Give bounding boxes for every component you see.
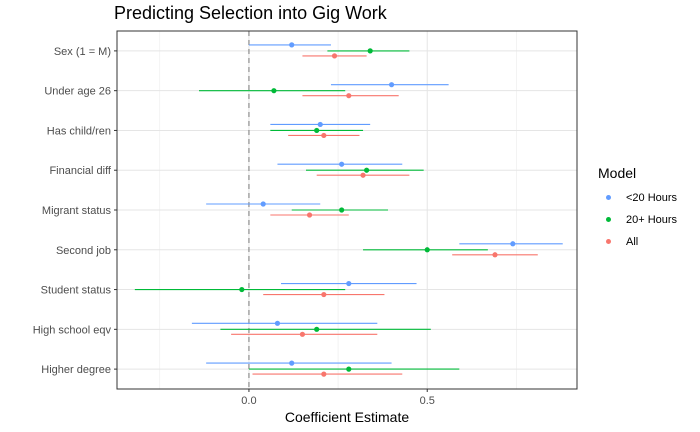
y-tick-label: Sex (1 = M)	[54, 46, 111, 58]
legend-title: Model	[598, 165, 637, 181]
estimate-point	[346, 93, 352, 99]
y-tick-label: Student status	[41, 285, 112, 297]
estimate-point	[306, 212, 313, 218]
legend-item: <20 Hours	[598, 187, 677, 209]
legend-key	[598, 187, 620, 209]
series-1	[134, 48, 488, 372]
estimate-point	[271, 88, 277, 94]
legend-label: All	[626, 236, 639, 248]
x-tick-label: 0.5	[420, 395, 435, 407]
estimate-point	[346, 366, 352, 372]
estimate-point	[314, 326, 320, 332]
estimate-point	[289, 360, 295, 366]
legend-key	[598, 231, 620, 253]
estimate-point	[274, 320, 281, 326]
y-tick-label: Financial diff	[49, 165, 111, 177]
y-tick-label: Has child/ren	[47, 125, 111, 137]
estimate-point	[314, 127, 320, 134]
legend-dot	[606, 217, 611, 222]
y-tick-label: Under age 26	[44, 86, 111, 98]
estimate-point	[239, 286, 245, 293]
x-tick-label: 0.0	[241, 395, 256, 407]
chart-title: Predicting Selection into Gig Work	[114, 3, 387, 23]
estimate-point	[360, 172, 366, 178]
estimate-point	[346, 280, 352, 287]
estimate-point	[510, 241, 516, 247]
x-axis-title: Coefficient Estimate	[285, 409, 409, 425]
legend-label: <20 Hours	[626, 192, 678, 204]
estimate-point	[299, 331, 306, 337]
estimate-point	[260, 201, 266, 207]
estimate-point	[321, 291, 327, 298]
x-axis-tick-labels: 0.0 0.5	[241, 389, 435, 407]
y-tick-label: High school eqv	[33, 324, 112, 336]
estimate-point	[331, 53, 338, 59]
y-tick-label: Second job	[56, 245, 111, 257]
estimate-point	[339, 207, 345, 213]
estimate-point	[492, 252, 498, 258]
estimate-point	[289, 42, 295, 48]
estimate-point	[339, 161, 345, 167]
estimate-point	[424, 247, 430, 253]
legend: Model <20 Hours 20+ Hours All	[598, 165, 677, 253]
estimate-point	[321, 371, 327, 377]
series-0	[191, 42, 563, 366]
y-tick-label: Higher degree	[41, 364, 111, 376]
estimate-point	[321, 132, 327, 139]
estimate-point	[364, 167, 370, 173]
y-axis-tick-labels: Sex (1 = M) Under age 26 Has child/ren Fina…	[33, 46, 117, 376]
series-2	[231, 53, 538, 377]
legend-key	[598, 209, 620, 231]
legend-label: 20+ Hours	[626, 214, 678, 226]
plot-panel	[116, 30, 578, 390]
y-tick-label: Migrant status	[42, 205, 112, 217]
estimate-point	[367, 48, 373, 54]
legend-items: <20 Hours 20+ Hours All	[598, 187, 677, 253]
legend-dot	[606, 195, 611, 200]
legend-dot	[606, 239, 611, 244]
legend-item: 20+ Hours	[598, 209, 677, 231]
estimate-point	[317, 121, 323, 128]
estimate-point	[388, 82, 395, 88]
legend-item: All	[598, 231, 677, 253]
